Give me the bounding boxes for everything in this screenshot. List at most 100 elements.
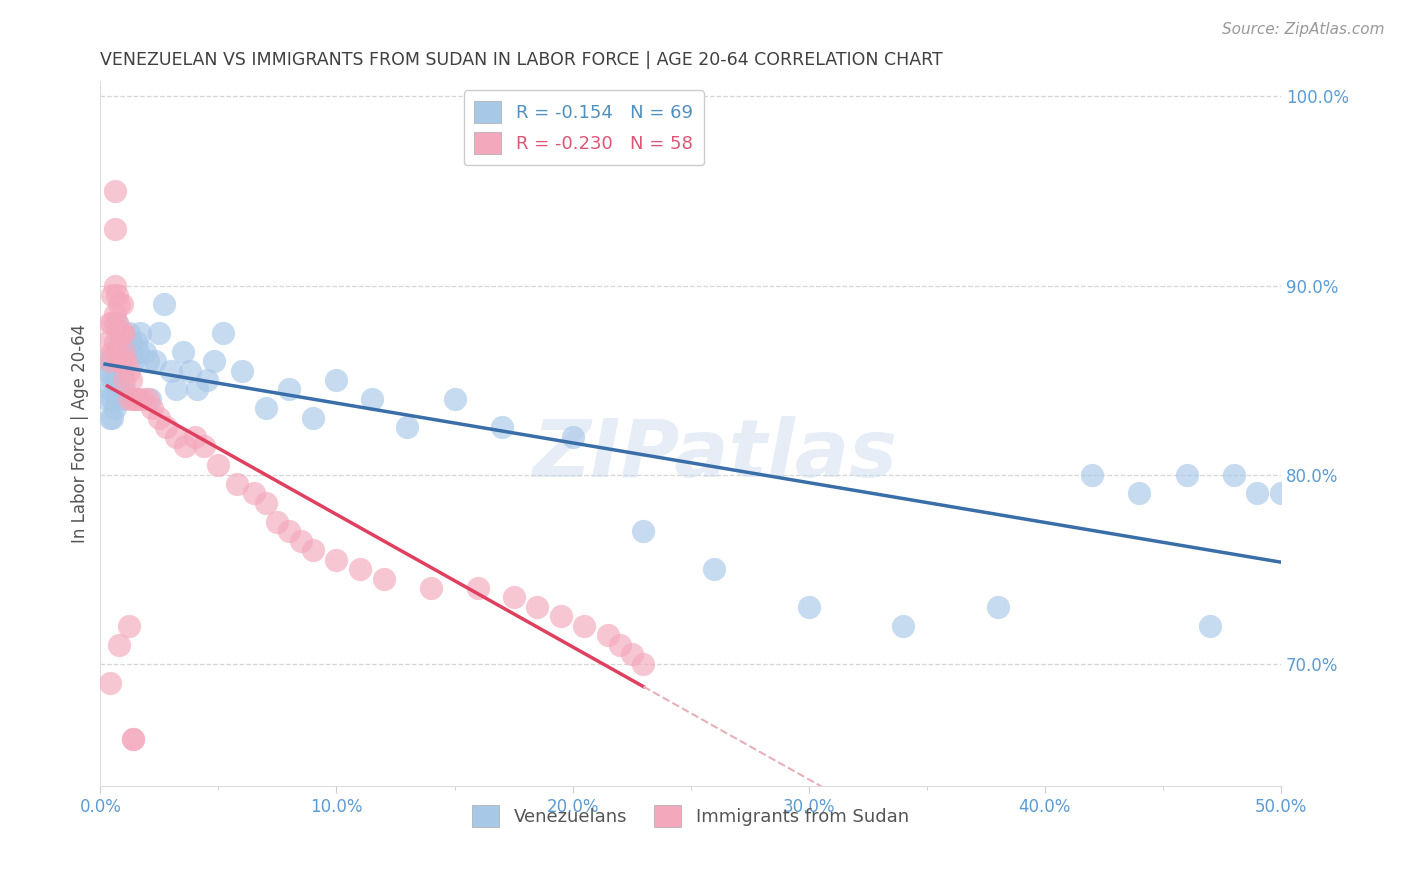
Point <box>103 373 125 387</box>
Point <box>491 420 513 434</box>
Point <box>110 354 132 368</box>
Point <box>155 420 177 434</box>
Point <box>165 383 187 397</box>
Point <box>136 354 159 368</box>
Point <box>139 392 162 406</box>
Point <box>633 657 655 671</box>
Point <box>108 638 131 652</box>
Point <box>112 383 135 397</box>
Point <box>101 316 124 330</box>
Point <box>148 410 170 425</box>
Point <box>98 316 121 330</box>
Point <box>165 430 187 444</box>
Point <box>243 486 266 500</box>
Point <box>103 335 125 350</box>
Point <box>1175 467 1198 482</box>
Point <box>502 591 524 605</box>
Point <box>110 326 132 340</box>
Legend: Venezuelans, Immigrants from Sudan: Venezuelans, Immigrants from Sudan <box>465 797 917 834</box>
Point <box>143 354 166 368</box>
Point <box>101 354 124 368</box>
Point <box>122 354 145 368</box>
Point <box>108 383 131 397</box>
Point <box>148 326 170 340</box>
Point <box>278 524 301 539</box>
Point <box>118 363 141 377</box>
Point <box>184 430 207 444</box>
Point <box>110 326 132 340</box>
Point <box>96 354 118 368</box>
Point <box>134 344 156 359</box>
Point <box>103 222 125 236</box>
Point <box>105 344 128 359</box>
Point <box>122 732 145 747</box>
Point <box>596 628 619 642</box>
Point <box>120 373 142 387</box>
Point <box>231 363 253 377</box>
Point <box>443 392 465 406</box>
Point <box>467 581 489 595</box>
Point <box>987 599 1010 614</box>
Point <box>419 581 441 595</box>
Point <box>193 439 215 453</box>
Point <box>302 410 325 425</box>
Point <box>396 420 419 434</box>
Point <box>302 543 325 558</box>
Point <box>101 373 124 387</box>
Point <box>103 354 125 368</box>
Point <box>349 562 371 576</box>
Point <box>98 363 121 377</box>
Point <box>101 410 124 425</box>
Point <box>118 619 141 633</box>
Point <box>160 363 183 377</box>
Point <box>105 344 128 359</box>
Point <box>179 363 201 377</box>
Point <box>266 515 288 529</box>
Point <box>98 675 121 690</box>
Point <box>105 392 128 406</box>
Point <box>98 383 121 397</box>
Point <box>1222 467 1244 482</box>
Point <box>226 477 249 491</box>
Point <box>574 619 596 633</box>
Point <box>891 619 914 633</box>
Point <box>195 373 218 387</box>
Point <box>108 297 131 311</box>
Point <box>254 401 277 416</box>
Point <box>115 344 138 359</box>
Text: ZIPatlas: ZIPatlas <box>531 416 897 494</box>
Point <box>122 392 145 406</box>
Point <box>1246 486 1268 500</box>
Point <box>1199 619 1222 633</box>
Point <box>561 430 583 444</box>
Point <box>105 373 128 387</box>
Point <box>132 392 155 406</box>
Point <box>112 373 135 387</box>
Point <box>108 354 131 368</box>
Point <box>620 647 643 661</box>
Point <box>127 344 149 359</box>
Point <box>633 524 655 539</box>
Point <box>96 335 118 350</box>
Point <box>202 354 225 368</box>
Point <box>112 335 135 350</box>
Point <box>254 496 277 510</box>
Point <box>94 363 117 377</box>
Point <box>1081 467 1104 482</box>
Point <box>103 307 125 321</box>
Point <box>153 297 176 311</box>
Point <box>172 344 194 359</box>
Point <box>103 184 125 198</box>
Point <box>136 392 159 406</box>
Point <box>127 392 149 406</box>
Point <box>1128 486 1150 500</box>
Point <box>118 326 141 340</box>
Point <box>325 552 347 566</box>
Point <box>129 326 152 340</box>
Point <box>98 410 121 425</box>
Point <box>108 354 131 368</box>
Point <box>797 599 820 614</box>
Point <box>101 288 124 302</box>
Point <box>110 363 132 377</box>
Point <box>526 599 548 614</box>
